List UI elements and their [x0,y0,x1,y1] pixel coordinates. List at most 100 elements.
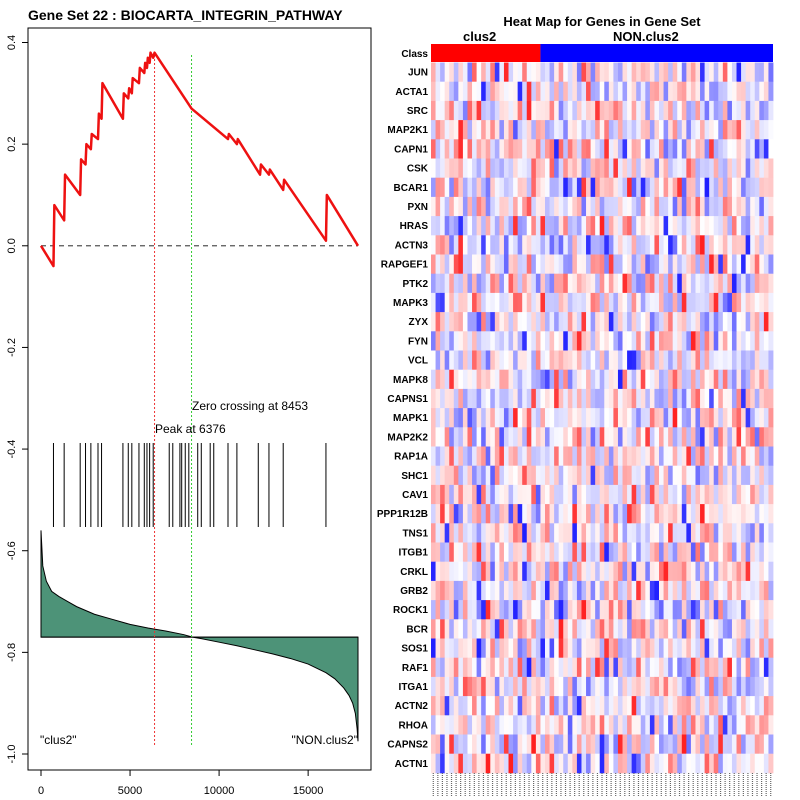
heatmap-cell [453,350,459,371]
heatmap-cell [517,177,523,198]
heatmap-cell [672,216,678,236]
heatmap-cell [467,696,473,716]
heatmap-cell [554,619,560,639]
heatmap-cell [508,331,514,351]
heatmap-cell [549,600,555,620]
heatmap-cell [627,158,633,179]
heatmap-cell [672,292,678,313]
heatmap-cell [522,369,528,390]
heatmap-cell [663,408,669,428]
heatmap-cell [627,619,633,639]
heatmap-cell [613,177,619,198]
gene-label: PPP1R12B [377,509,428,520]
heatmap-cell [681,638,687,659]
heatmap-cell [722,331,728,351]
heatmap-cell [590,312,596,332]
heatmap-cell [608,120,614,140]
heatmap-row [431,369,774,390]
heatmap-cell [508,196,514,217]
heatmap-cell [713,580,719,601]
heatmap-cell [590,292,596,313]
heatmap-cell [590,657,596,678]
heatmap-cell [581,139,587,159]
heatmap-cell [435,676,441,697]
heatmap-cell [713,196,719,217]
heatmap-cell [718,542,724,563]
heatmap-cell [531,120,537,140]
heatmap-cell [695,216,701,236]
heatmap-cell [435,427,441,447]
heatmap-cell [736,350,742,371]
heatmap-cell [494,446,500,467]
heatmap-cell [700,312,705,332]
heatmap-cell [531,100,537,121]
heatmap-cell [713,446,719,467]
heatmap-cell [572,600,578,620]
heatmap-cell [672,715,678,735]
heatmap-cell [718,465,724,486]
heatmap-cell [540,676,546,697]
heatmap-cell [526,216,532,236]
heatmap-cell [709,292,715,313]
heatmap-cell [517,542,523,563]
heatmap-cell [663,465,669,486]
heatmap-cell [517,734,523,755]
heatmap-cell [617,331,623,351]
heatmap-cell [649,331,655,351]
heatmap-cell [731,561,737,582]
heatmap-cell [462,600,468,620]
heatmap-cell [636,600,642,620]
heatmap-cell [695,273,701,294]
heatmap-cell [713,696,719,716]
heatmap-cell [526,312,532,332]
heatmap-cell [535,369,541,390]
heatmap-cell [636,196,642,217]
heatmap-cell [672,62,678,83]
heatmap-cell [467,235,473,255]
heatmap-cell [522,427,528,447]
heatmap-cell [649,484,655,505]
heatmap-cell [590,408,596,428]
heatmap-cell [617,158,623,179]
heatmap-cell [563,216,569,236]
heatmap-cell [613,350,619,371]
heatmap-cell [636,427,642,447]
heatmap-cell [531,580,537,601]
gene-label: RHOA [399,720,428,731]
heatmap-cell [435,273,441,294]
heatmap-cell [750,331,756,351]
heatmap-cell [522,158,528,179]
heatmap-cell [554,504,560,524]
heatmap-cell [517,657,523,678]
heatmap-cell [649,561,655,582]
heatmap-cell [595,696,601,716]
heatmap-cell [649,715,655,735]
heatmap-cell [508,561,514,582]
reference-lines [41,55,358,745]
heatmap-cell [554,158,560,179]
heatmap-cell [722,561,728,582]
heatmap-cell [690,580,696,601]
heatmap-cell [503,177,509,198]
heatmap-cell [599,235,605,255]
heatmap-cell [604,465,610,486]
heatmap-cell [695,715,701,735]
heatmap-cell [645,235,651,255]
heatmap-cell [567,408,573,428]
heatmap-cell [627,734,633,755]
heatmap-cell [631,734,637,755]
heatmap-cell [759,484,765,505]
heatmap-cell [686,734,692,755]
heatmap-cell [595,292,601,313]
heatmap-cell [727,120,733,140]
heatmap-cell [745,254,751,275]
heatmap-cell [741,696,747,716]
heatmap-cell [535,523,541,543]
heatmap-cell [672,542,678,563]
heatmap-cell [595,676,601,697]
heatmap-cell [608,196,614,217]
heatmap-cell [659,81,664,102]
heatmap-cell [540,638,546,659]
heatmap-cell [490,734,496,755]
heatmap-cell [645,427,651,447]
